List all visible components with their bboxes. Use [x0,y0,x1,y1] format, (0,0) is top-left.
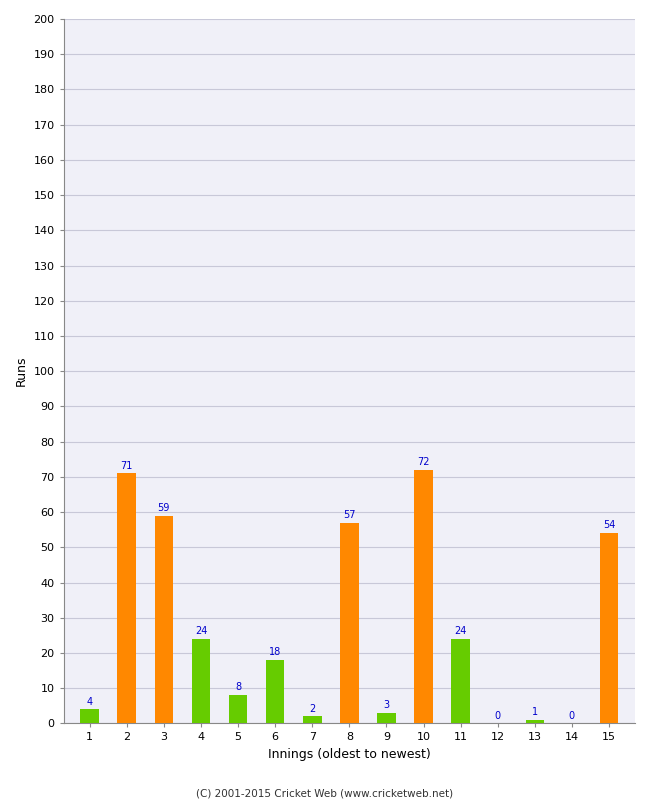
Bar [155,516,173,723]
Bar [81,710,99,723]
Text: 3: 3 [384,700,389,710]
Text: 0: 0 [495,710,501,721]
Bar [266,660,285,723]
Bar [229,695,248,723]
Bar [303,716,322,723]
Bar [414,470,433,723]
Text: 0: 0 [569,710,575,721]
Bar [451,639,470,723]
Text: 1: 1 [532,707,538,717]
Bar [377,713,396,723]
Bar [526,720,544,723]
Text: 24: 24 [454,626,467,636]
Text: 54: 54 [603,521,615,530]
Bar [192,639,210,723]
Bar [340,522,359,723]
Text: 2: 2 [309,703,315,714]
Text: 72: 72 [417,457,430,467]
Bar [118,474,136,723]
Text: (C) 2001-2015 Cricket Web (www.cricketweb.net): (C) 2001-2015 Cricket Web (www.cricketwe… [196,788,454,798]
Text: 57: 57 [343,510,356,520]
X-axis label: Innings (oldest to newest): Innings (oldest to newest) [268,748,431,761]
Bar [600,534,618,723]
Text: 18: 18 [269,647,281,658]
Text: 4: 4 [86,697,93,706]
Text: 8: 8 [235,682,241,693]
Y-axis label: Runs: Runs [15,356,28,386]
Text: 59: 59 [158,502,170,513]
Text: 71: 71 [121,461,133,470]
Text: 24: 24 [195,626,207,636]
